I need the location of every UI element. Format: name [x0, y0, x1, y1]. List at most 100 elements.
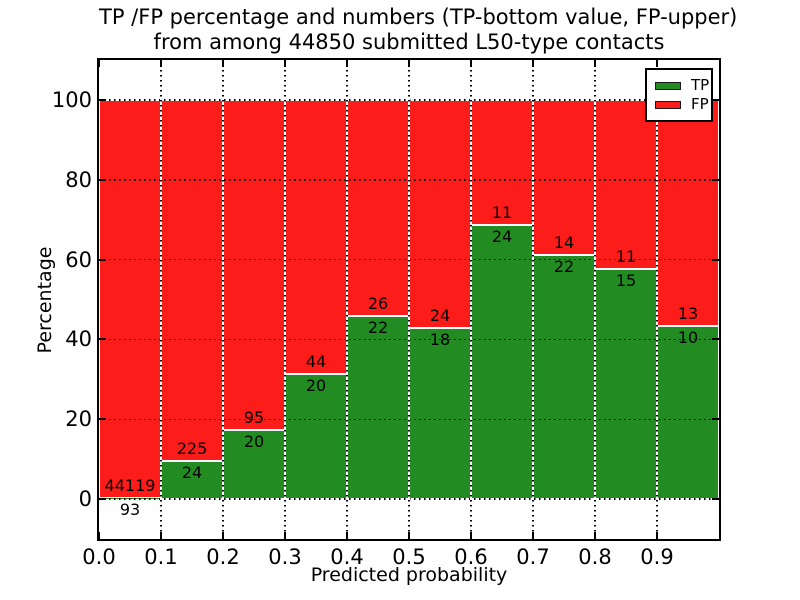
x-tick-label: 0.5: [392, 545, 426, 569]
y-tick-mark: [99, 418, 106, 421]
chart-title: TP /FP percentage and numbers (TP-bottom…: [99, 5, 738, 55]
bar-count-fp: 13: [677, 303, 699, 323]
legend-entry: TP: [655, 76, 709, 95]
x-tick-mark: [98, 532, 100, 539]
legend-label-tp: TP: [691, 76, 710, 94]
vertical-gridline: [656, 60, 658, 539]
x-tick-label: 0.3: [268, 545, 302, 569]
bar-count-tp: 10: [677, 327, 699, 347]
bar-segment-tp: [409, 328, 471, 500]
x-tick-mark-top: [470, 60, 472, 67]
bar-count-fp: 44: [305, 352, 327, 372]
x-tick-mark-top: [346, 60, 348, 67]
x-tick-mark: [284, 532, 286, 539]
x-tick-mark-top: [98, 60, 100, 67]
x-tick-mark-top: [656, 60, 658, 67]
bar-segment-tp: [595, 268, 657, 500]
legend-swatch-tp: [655, 81, 681, 90]
x-tick-mark: [594, 532, 596, 539]
x-tick-mark: [346, 532, 348, 539]
y-tick-label: 100: [51, 87, 92, 112]
y-tick-mark: [99, 98, 106, 101]
bar-count-tp: 18: [429, 330, 451, 349]
y-tick-label: 60: [65, 247, 92, 272]
y-tick-mark-right: [712, 178, 719, 181]
vertical-gridline: [532, 60, 534, 539]
bar-count-fp: 225: [176, 438, 208, 458]
bar-count-fp: 24: [429, 306, 451, 325]
y-tick-mark-right: [712, 418, 719, 421]
x-tick-mark-top: [222, 60, 224, 67]
x-tick-label: 0.7: [516, 545, 550, 569]
x-tick-mark: [408, 532, 410, 539]
bar-segment-fp: [533, 99, 595, 256]
x-tick-mark-top: [532, 60, 534, 67]
bar-segment-fp: [657, 99, 719, 326]
x-axis-label: Predicted probability: [310, 564, 508, 586]
bar-segment-tp: [657, 325, 719, 500]
bar-count-tp: 20: [305, 376, 327, 396]
x-tick-label: 0.6: [454, 545, 488, 569]
bar-count-tp: 20: [243, 431, 265, 451]
bar-segment-fp: [161, 99, 223, 461]
legend-swatch-fp: [655, 100, 681, 109]
bar-count-fp: 14: [553, 233, 575, 253]
bar-segment-fp: [347, 99, 409, 317]
y-tick-mark: [99, 338, 106, 341]
y-tick-mark: [99, 258, 106, 261]
bar-count-tp: 22: [367, 318, 389, 338]
y-tick-mark: [99, 178, 106, 181]
vertical-gridline: [346, 60, 348, 539]
y-tick-mark-right: [712, 338, 719, 341]
legend: TP FP: [645, 68, 713, 122]
legend-label-fp: FP: [691, 95, 709, 113]
bar-count-fp: 26: [367, 294, 389, 314]
y-tick-label: 0: [78, 487, 92, 512]
x-tick-label: 0.1: [144, 545, 178, 569]
bar-count-tp: 22: [553, 257, 575, 277]
chart-title-line1: TP /FP percentage and numbers (TP-bottom…: [99, 5, 738, 29]
x-tick-mark: [160, 532, 162, 539]
x-tick-mark-top: [284, 60, 286, 67]
bar-count-fp: 95: [243, 407, 265, 427]
vertical-gridline: [160, 60, 162, 539]
y-axis-label: Percentage: [34, 246, 56, 354]
x-tick-label: 0.8: [578, 545, 612, 569]
x-tick-label: 0.0: [82, 545, 116, 569]
y-tick-mark-right: [712, 498, 719, 501]
y-tick-mark-right: [712, 98, 719, 101]
bar-count-tp: 93: [119, 500, 141, 520]
x-tick-mark: [656, 532, 658, 539]
vertical-gridline: [470, 60, 472, 539]
x-tick-mark: [222, 532, 224, 539]
x-tick-mark-top: [408, 60, 410, 67]
x-tick-mark-top: [160, 60, 162, 67]
legend-rows: TP FP: [655, 76, 709, 114]
bar-count-tp: 24: [491, 227, 513, 247]
x-tick-label: 0.4: [330, 545, 364, 569]
vertical-gridline: [408, 60, 410, 539]
y-tick-label: 20: [65, 407, 92, 432]
legend-entry: FP: [655, 95, 709, 114]
bar-count-fp: 44119: [104, 476, 156, 496]
vertical-gridline: [284, 60, 286, 539]
vertical-gridline: [594, 60, 596, 539]
bar-segment-fp: [595, 99, 657, 269]
plot-area: 44119 93 225 24 95 20 44 20 26 22 24 18 11 24 14 22 11 15…: [97, 58, 721, 541]
x-tick-mark: [470, 532, 472, 539]
x-tick-mark-top: [594, 60, 596, 67]
chart-title-line2: from among 44850 submitted L50-type cont…: [153, 30, 665, 54]
bar-count-tp: 15: [615, 270, 637, 290]
y-tick-label: 40: [65, 327, 92, 352]
x-tick-label: 0.9: [640, 545, 674, 569]
bar-segment-fp: [99, 99, 161, 499]
y-tick-mark-right: [712, 258, 719, 261]
x-tick-label: 0.2: [206, 545, 240, 569]
x-tick-mark: [532, 532, 534, 539]
bar-segment-tp: [533, 255, 595, 500]
vertical-gridline: [222, 60, 224, 539]
bar-count-fp: 11: [615, 246, 637, 266]
y-tick-mark: [99, 498, 106, 501]
y-tick-label: 80: [65, 167, 92, 192]
